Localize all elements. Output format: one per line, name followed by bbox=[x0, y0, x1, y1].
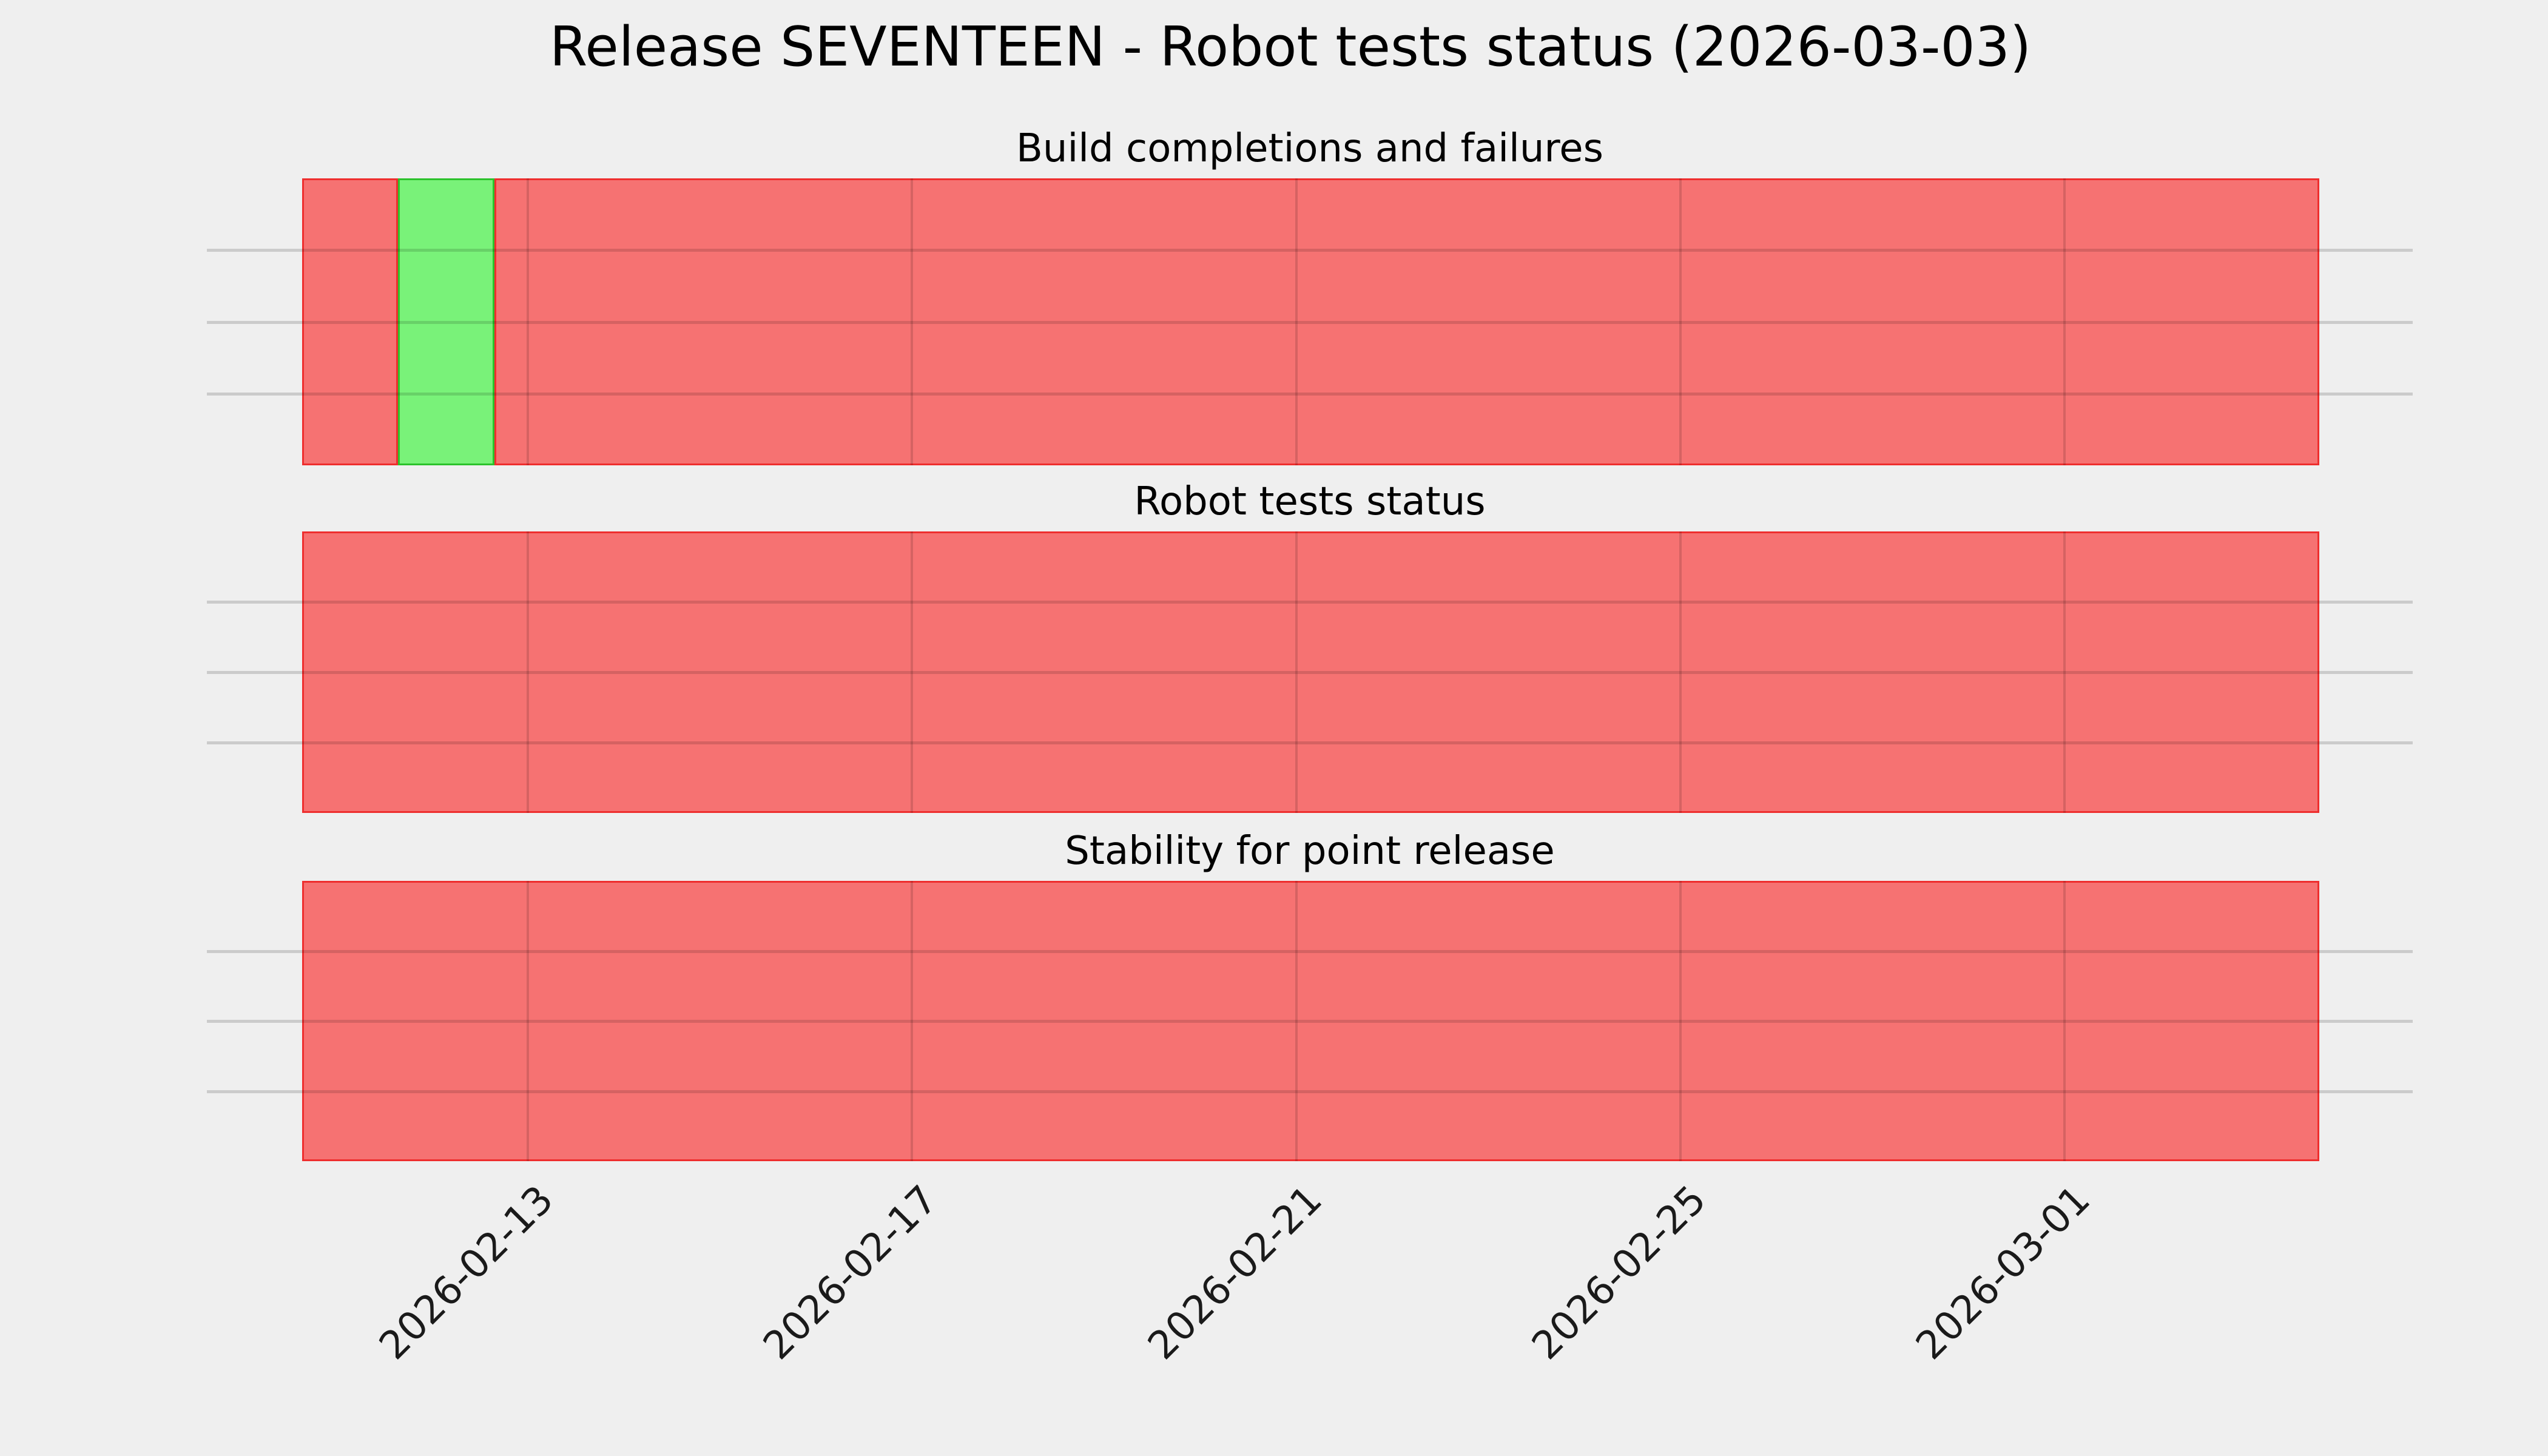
status-bars-row bbox=[302, 881, 2319, 1161]
x-tick-label: 2026-02-17 bbox=[755, 1177, 947, 1369]
h-gridline-over-bars bbox=[302, 1090, 2319, 1093]
h-gridline-over-bars bbox=[302, 671, 2319, 674]
status-segment-fail bbox=[302, 178, 399, 465]
v-gridline-over-bars bbox=[1679, 178, 1682, 465]
status-segment-fail bbox=[302, 531, 2319, 813]
status-bars-row bbox=[302, 531, 2319, 813]
status-segment-fail bbox=[494, 178, 2319, 465]
v-gridline-over-bars bbox=[1295, 178, 1298, 465]
h-gridline-over-bars bbox=[302, 601, 2319, 604]
status-bars-row bbox=[302, 178, 2319, 465]
h-gridline-over-bars bbox=[302, 741, 2319, 744]
figure-title: Release SEVENTEEN - Robot tests status (… bbox=[549, 15, 2032, 79]
x-tick-label: 2026-03-01 bbox=[1907, 1177, 2100, 1369]
v-gridline-over-bars bbox=[1679, 531, 1682, 813]
axes-panel-build-completions bbox=[207, 178, 2413, 465]
v-gridline-over-bars bbox=[911, 881, 914, 1161]
v-gridline-over-bars bbox=[527, 531, 530, 813]
h-gridline-over-bars bbox=[302, 320, 2319, 324]
panel-title-robot-tests: Robot tests status bbox=[1134, 479, 1486, 524]
v-gridline-over-bars bbox=[2063, 178, 2066, 465]
x-tick-label: 2026-02-25 bbox=[1523, 1177, 1715, 1369]
v-gridline-over-bars bbox=[527, 881, 530, 1161]
axes-panel-stability bbox=[207, 881, 2413, 1161]
panel-title-build-completions: Build completions and failures bbox=[1016, 126, 1603, 171]
v-gridline-over-bars bbox=[1295, 531, 1298, 813]
v-gridline-over-bars bbox=[527, 178, 530, 465]
v-gridline-over-bars bbox=[1295, 881, 1298, 1161]
v-gridline-over-bars bbox=[2063, 531, 2066, 813]
axes-panel-robot-tests bbox=[207, 531, 2413, 813]
h-gridline-over-bars bbox=[302, 392, 2319, 396]
v-gridline-over-bars bbox=[911, 178, 914, 465]
panel-title-stability: Stability for point release bbox=[1065, 829, 1555, 874]
v-gridline-over-bars bbox=[2063, 881, 2066, 1161]
status-segment-pass bbox=[398, 178, 494, 465]
status-segment-fail bbox=[302, 881, 2319, 1161]
h-gridline-over-bars bbox=[302, 249, 2319, 252]
v-gridline-over-bars bbox=[1679, 881, 1682, 1161]
v-gridline-over-bars bbox=[911, 531, 914, 813]
x-tick-label: 2026-02-21 bbox=[1139, 1177, 1331, 1369]
x-tick-label: 2026-02-13 bbox=[371, 1177, 562, 1369]
h-gridline-over-bars bbox=[302, 949, 2319, 953]
h-gridline-over-bars bbox=[302, 1020, 2319, 1023]
